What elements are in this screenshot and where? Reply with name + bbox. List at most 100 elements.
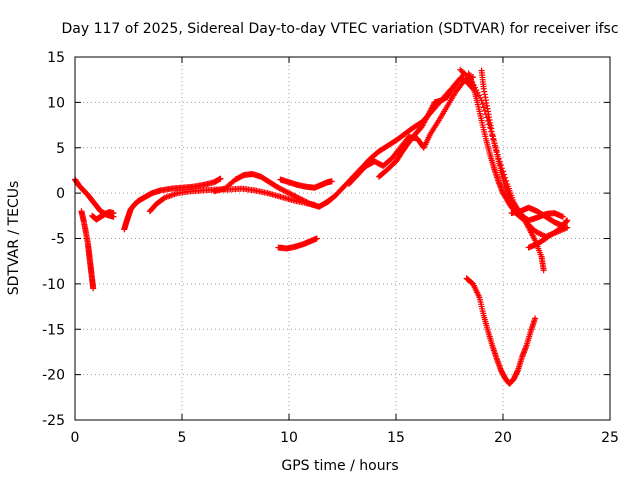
data-point-marker [477, 94, 484, 101]
data-series-arc-3 [89, 209, 117, 223]
y-tick-label: -25 [42, 413, 65, 429]
data-point-marker [296, 195, 303, 202]
data-point-marker [502, 174, 509, 181]
x-axis-label: GPS time / hours [281, 458, 398, 474]
data-series-arc-9 [324, 70, 468, 206]
data-point-marker [559, 213, 566, 220]
data-point-marker [501, 171, 508, 178]
data-series-arc-1 [72, 176, 117, 220]
data-point-marker [487, 124, 494, 131]
x-tick-label: 0 [71, 430, 80, 446]
data-point-marker [279, 186, 286, 193]
data-point-marker [328, 178, 335, 185]
data-series-arc-11 [375, 75, 477, 180]
data-point-marker [482, 111, 489, 118]
x-tick-label: 10 [280, 430, 298, 446]
data-points [72, 66, 571, 387]
y-tick-label: 10 [47, 95, 65, 111]
x-tick-label: 20 [494, 430, 512, 446]
data-point-marker [473, 87, 480, 94]
data-point-marker [489, 132, 496, 139]
y-tick-label: -15 [42, 322, 65, 338]
data-point-marker [288, 191, 295, 198]
data-point-marker [493, 147, 500, 154]
data-point-marker [471, 84, 478, 91]
data-point-marker [313, 235, 320, 242]
data-series-arc-6 [211, 171, 335, 210]
data-point-marker [538, 231, 545, 238]
data-point-marker [298, 196, 305, 203]
data-series-arc-4 [121, 175, 224, 233]
data-point-marker [470, 81, 477, 88]
data-point-marker [292, 193, 299, 200]
data-point-marker [495, 155, 502, 162]
data-point-marker [466, 75, 473, 82]
data-point-marker [276, 185, 283, 192]
data-point-marker [291, 192, 298, 199]
data-point-marker [277, 186, 284, 193]
data-point-marker [469, 79, 476, 86]
data-point-marker [500, 168, 506, 175]
data-point-marker [534, 229, 541, 236]
data-point-marker [540, 267, 547, 274]
data-point-marker [564, 224, 571, 231]
data-point-marker [286, 190, 292, 197]
data-point-marker [303, 198, 310, 205]
y-axis-label: SDTVAR / TECUs [6, 181, 22, 296]
data-series-arc-16 [463, 275, 539, 387]
chart-title: Day 117 of 2025, Sidereal Day-to-day VTE… [61, 21, 618, 37]
y-tick-label: 15 [47, 50, 65, 66]
data-point-marker [494, 151, 501, 158]
data-point-marker [284, 189, 291, 196]
data-point-marker [488, 128, 495, 135]
data-point-marker [281, 188, 288, 195]
data-point-marker [299, 196, 306, 203]
data-point-marker [295, 194, 302, 201]
data-point-marker [503, 177, 510, 184]
data-point-marker [496, 158, 503, 165]
y-tick-label: -20 [42, 368, 65, 384]
data-series-arc-14 [457, 66, 566, 224]
data-series-arc-10 [345, 73, 477, 188]
data-point-marker [481, 107, 488, 114]
data-series-arc-2 [78, 208, 97, 292]
y-tick-label: 5 [56, 141, 65, 157]
data-point-marker [491, 140, 498, 147]
y-tick-label: -5 [51, 232, 65, 248]
data-point-marker [217, 175, 224, 182]
data-series-arc-15 [508, 204, 571, 251]
data-point-marker [474, 89, 481, 96]
data-point-marker [467, 76, 474, 83]
data-point-marker [304, 199, 311, 206]
data-point-marker [536, 230, 543, 237]
data-point-marker [290, 192, 297, 199]
data-point-marker [479, 100, 486, 107]
data-series-arc-7 [277, 176, 335, 191]
data-point-marker [533, 228, 540, 235]
data-point-marker [283, 188, 290, 195]
data-point-marker [480, 104, 487, 111]
data-point-marker [485, 117, 492, 124]
data-point-marker [497, 161, 504, 168]
data-point-marker [294, 194, 301, 201]
x-tick-label: 15 [387, 430, 405, 446]
x-tick-label: 25 [601, 430, 619, 446]
data-point-marker [483, 114, 490, 121]
data-point-marker [478, 97, 485, 104]
x-tick-label: 5 [178, 430, 187, 446]
data-point-marker [537, 230, 544, 237]
data-point-marker [160, 195, 167, 202]
data-point-marker [110, 210, 117, 217]
data-point-marker [490, 136, 497, 143]
data-point-marker [492, 144, 499, 151]
data-point-marker [280, 187, 287, 194]
data-point-marker [90, 285, 97, 292]
y-tick-label: 0 [56, 186, 65, 202]
data-point-marker [532, 315, 539, 322]
data-point-marker [498, 165, 505, 172]
data-point-marker [300, 197, 307, 204]
grid-lines [75, 57, 610, 420]
axis-ticks: 0 5 10 15 20 25 -25 -20 -15 -10 -5 0 5 10 15 [42, 50, 619, 446]
y-tick-label: -10 [42, 277, 65, 293]
